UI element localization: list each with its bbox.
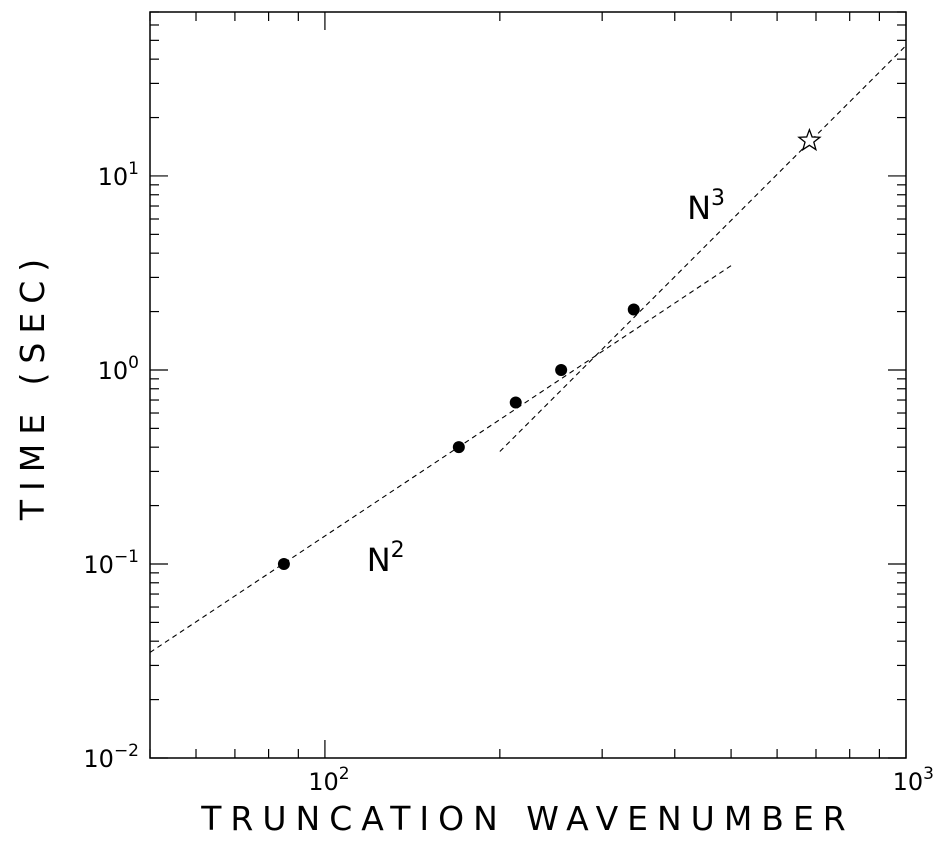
reference-lines [149,45,907,653]
data-point [555,363,568,376]
x-tick-label: 103 [893,764,934,796]
minor-ticks [149,11,906,758]
annotations: N2 N3 [367,186,725,579]
star-point [797,127,822,152]
y-tick-label: 101 [98,159,139,191]
annotation-n2: N2 [367,538,405,579]
y-axis-title: TIME (SEC) [13,250,52,521]
data-point [452,441,465,454]
x-tick-label: 102 [308,764,349,796]
major-ticks [150,12,907,759]
y-tick-label: 10−2 [83,741,139,773]
reference-line-n3 [499,45,907,452]
data-points [277,127,822,570]
data-point [509,396,522,409]
x-axis-title: TRUNCATION WAVENUMBER [200,799,854,838]
data-point [627,303,640,316]
data-point [277,557,290,570]
reference-line-n2 [149,265,732,653]
y-tick-label: 100 [98,353,139,385]
annotation-n3: N3 [687,186,725,227]
plot-frame [149,11,907,759]
tick-labels: 10−2 10−1 100 101 102 103 [83,159,934,796]
y-tick-label: 10−1 [83,547,139,579]
